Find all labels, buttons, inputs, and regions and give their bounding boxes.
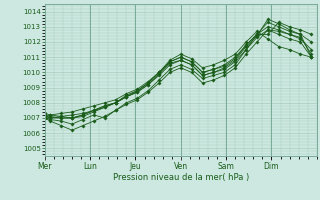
X-axis label: Pression niveau de la mer( hPa ): Pression niveau de la mer( hPa ) xyxy=(113,173,249,182)
